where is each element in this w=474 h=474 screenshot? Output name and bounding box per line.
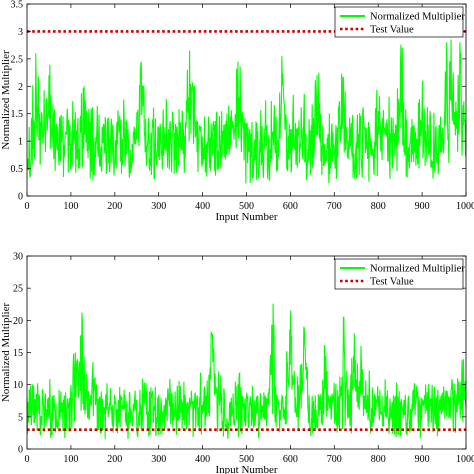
y-tick-label: 2 bbox=[18, 82, 23, 93]
x-tick-label: 1000 bbox=[456, 454, 474, 465]
y-axis-title: Normalized Multiplier bbox=[0, 50, 12, 150]
x-tick-label: 700 bbox=[327, 454, 342, 465]
legend-box bbox=[334, 258, 464, 290]
y-tick-label: 0 bbox=[18, 192, 23, 203]
x-tick-label: 100 bbox=[63, 201, 78, 212]
x-tick-label: 0 bbox=[25, 454, 30, 465]
legend-label-normalized-multiplier: Normalized Multiplier bbox=[370, 12, 465, 23]
x-tick-label: 200 bbox=[107, 201, 122, 212]
x-tick-label: 100 bbox=[63, 454, 78, 465]
x-tick-label: 0 bbox=[25, 201, 30, 212]
x-tick-label: 700 bbox=[327, 201, 342, 212]
y-tick-label: 0.5 bbox=[11, 164, 24, 175]
x-tick-label: 300 bbox=[151, 201, 166, 212]
x-axis-title: Input Number bbox=[215, 211, 277, 223]
chart-panel-2: 0 100 200 300 400 500 600 700 800 900 1000 0 5 10 15 20… bbox=[0, 252, 474, 474]
x-tick-label: 600 bbox=[283, 201, 298, 212]
legend: Normalized Multiplier Test Value bbox=[334, 258, 465, 290]
x-tick-label: 900 bbox=[415, 201, 430, 212]
x-tick-label: 900 bbox=[415, 454, 430, 465]
x-tick-label: 200 bbox=[107, 454, 122, 465]
legend-label-normalized-multiplier: Normalized Multiplier bbox=[370, 264, 465, 275]
legend: Normalized Multiplier Test Value bbox=[334, 6, 465, 38]
y-tick-label: 20 bbox=[13, 316, 23, 327]
legend-label-test-value: Test Value bbox=[370, 25, 414, 36]
y-tick-label: 5 bbox=[18, 412, 23, 423]
x-tick-label: 300 bbox=[151, 454, 166, 465]
x-axis-title: Input Number bbox=[215, 464, 277, 474]
y-tick-label: 1 bbox=[18, 137, 23, 148]
y-tick-label: 10 bbox=[13, 380, 23, 391]
y-tick-label: 2.5 bbox=[11, 54, 24, 65]
x-tick-label: 600 bbox=[283, 454, 298, 465]
x-tick-label: 1000 bbox=[456, 201, 474, 212]
chart-panel-1: 0 100 200 300 400 500 600 700 800 900 1000 0 0.5 1 1.5… bbox=[0, 0, 474, 223]
y-tick-label: 25 bbox=[13, 284, 23, 295]
series-line-normalized-multiplier bbox=[26, 303, 467, 439]
y-tick-label: 0 bbox=[18, 445, 23, 456]
y-tick-label: 3 bbox=[18, 27, 23, 38]
x-tick-label: 500 bbox=[239, 201, 254, 212]
x-tick-label: 400 bbox=[195, 201, 210, 212]
y-tick-label: 3.5 bbox=[11, 0, 24, 11]
legend-label-test-value: Test Value bbox=[370, 277, 414, 288]
x-tick-label: 400 bbox=[195, 454, 210, 465]
x-tick-label: 800 bbox=[371, 201, 386, 212]
x-tick-label: 500 bbox=[239, 454, 254, 465]
y-axis-title: Normalized Multiplier bbox=[0, 303, 12, 403]
series-line-normalized-multiplier bbox=[26, 39, 467, 184]
legend-box bbox=[334, 6, 464, 38]
y-tick-label: 15 bbox=[13, 348, 23, 359]
x-tick-label: 800 bbox=[371, 454, 386, 465]
y-tick-label: 30 bbox=[13, 252, 23, 263]
y-tick-label: 1.5 bbox=[11, 109, 24, 120]
